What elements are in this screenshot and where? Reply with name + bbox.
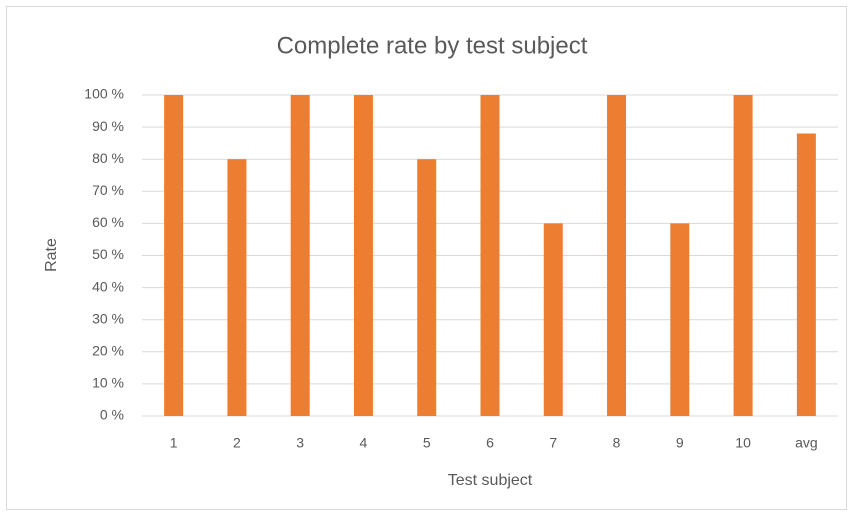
bar <box>353 95 373 416</box>
x-tick-label: 1 <box>170 435 178 451</box>
bar <box>227 159 247 416</box>
y-tick-label: 20 % <box>92 343 124 359</box>
x-tick-label: 4 <box>360 435 368 451</box>
y-axis-label: Rate <box>43 238 60 272</box>
y-tick-label: 50 % <box>92 246 124 262</box>
bar <box>607 95 627 416</box>
y-tick-label: 10 % <box>92 375 124 391</box>
y-tick-label: 30 % <box>92 310 124 326</box>
y-tick-label: 90 % <box>92 118 124 134</box>
bar <box>164 95 184 416</box>
x-tick-label: 8 <box>613 435 621 451</box>
bar <box>480 95 500 416</box>
x-tick-label: 9 <box>676 435 684 451</box>
chart-title: Complete rate by test subject <box>277 32 588 59</box>
x-tick-label: 2 <box>233 435 241 451</box>
x-axis-label: Test subject <box>448 472 533 489</box>
y-tick-label: 80 % <box>92 150 124 166</box>
x-tick-label: 5 <box>423 435 431 451</box>
x-tick-label: 6 <box>486 435 494 451</box>
y-tick-label: 60 % <box>92 214 124 230</box>
bar <box>796 133 816 416</box>
bar <box>290 95 310 416</box>
y-tick-label: 70 % <box>92 182 124 198</box>
y-tick-label: 40 % <box>92 278 124 294</box>
bar <box>733 95 753 416</box>
x-tick-label: 3 <box>296 435 304 451</box>
x-tick-label: 10 <box>735 435 751 451</box>
y-tick-label: 100 % <box>84 86 124 102</box>
bar <box>543 223 563 416</box>
x-tick-label: avg <box>795 435 818 451</box>
x-tick-label: 7 <box>549 435 557 451</box>
y-tick-label: 0 % <box>100 407 124 423</box>
bar <box>670 223 690 416</box>
bar <box>417 159 437 416</box>
